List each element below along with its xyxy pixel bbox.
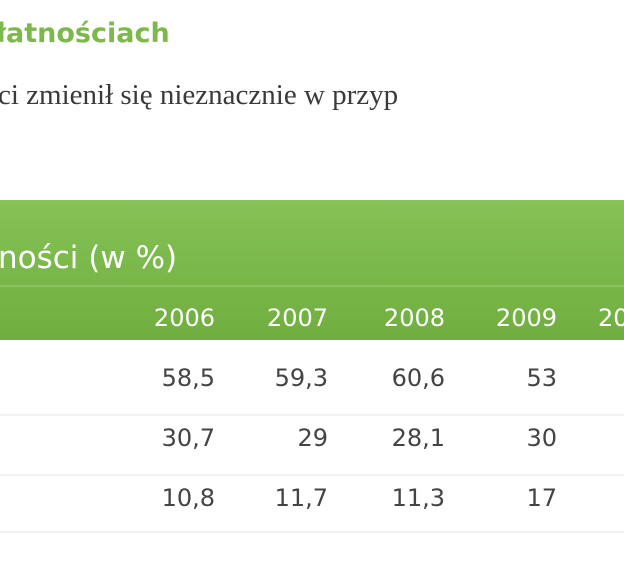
cell: 58,5 bbox=[162, 364, 215, 392]
cell: 10,8 bbox=[162, 484, 215, 512]
cell: 30,7 bbox=[162, 424, 215, 452]
cell: 11,7 bbox=[275, 484, 328, 512]
column-header: 2008 bbox=[384, 304, 445, 332]
table-header-band bbox=[0, 200, 624, 340]
cell: 60,6 bbox=[392, 364, 445, 392]
column-header: 2009 bbox=[496, 304, 557, 332]
table: 2006 2007 2008 2009 20 58,5 59,3 60,6 53 30,7 29 28… bbox=[0, 304, 624, 533]
intro-text: ci zmienił się nieznacznie w przyp bbox=[0, 79, 398, 111]
cell: 59,3 bbox=[275, 364, 328, 392]
cell: 53 bbox=[526, 364, 557, 392]
cell: 11,3 bbox=[392, 484, 445, 512]
cell: 30 bbox=[526, 424, 557, 452]
cell: 29 bbox=[297, 424, 328, 452]
cell: 17 bbox=[526, 484, 557, 512]
column-header: 2007 bbox=[267, 304, 328, 332]
cell: 28,1 bbox=[392, 424, 445, 452]
column-header: 2006 bbox=[154, 304, 215, 332]
column-header: 20 bbox=[598, 304, 624, 332]
section-heading: łatnościach bbox=[0, 18, 170, 49]
table-title: ności (w %) bbox=[0, 240, 177, 276]
